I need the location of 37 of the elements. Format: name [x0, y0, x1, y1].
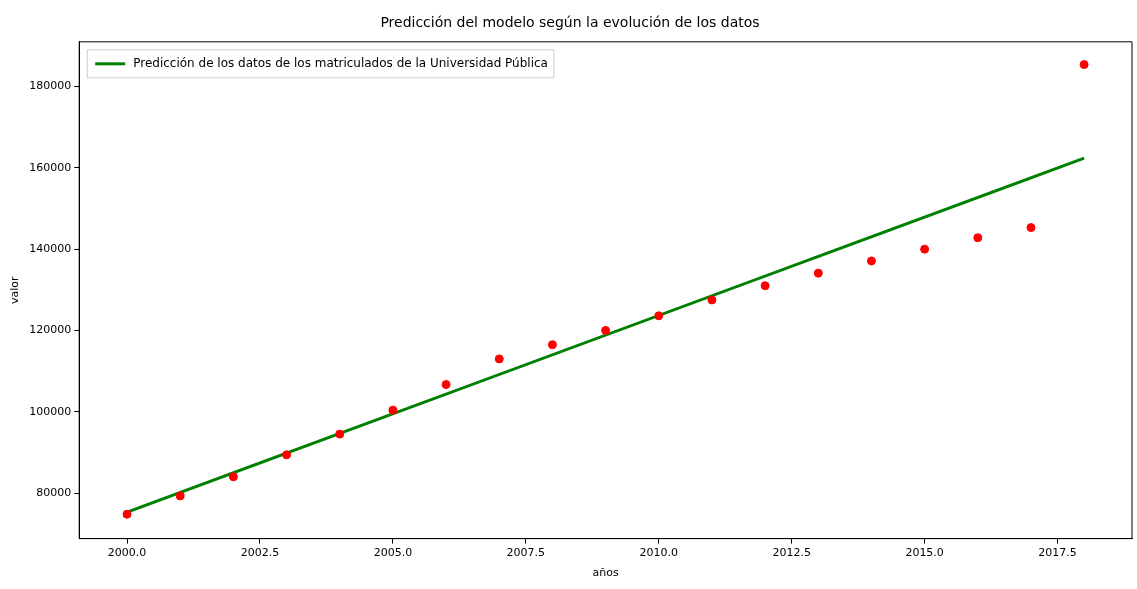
x-tick-label: 2012.5	[772, 546, 811, 560]
y-tick-label: 120000	[29, 323, 72, 337]
point	[760, 281, 770, 291]
point	[441, 380, 451, 390]
legend-label: Predicción de los datos de los matriculados de la Universidad Pública	[133, 55, 548, 70]
point	[866, 256, 876, 266]
x-tick-label: 2000.0	[107, 546, 147, 560]
x-tick-label: 2005.0	[373, 546, 413, 560]
point	[920, 244, 930, 254]
point	[654, 311, 664, 321]
point	[813, 268, 823, 278]
x-axis-title: años	[592, 566, 619, 580]
point	[707, 295, 717, 305]
chart-title: Predicción del modelo según la evolución de los datos	[380, 14, 760, 31]
point	[335, 429, 345, 439]
y-tick-label: 100000	[29, 404, 72, 418]
point	[388, 405, 398, 415]
point	[175, 491, 185, 501]
x-tick-label: 2002.5	[240, 546, 280, 560]
point	[973, 233, 983, 243]
x-tick-label: 2017.5	[1038, 546, 1077, 560]
y-tick-label: 180000	[29, 79, 72, 93]
y-tick-label: 160000	[29, 160, 72, 174]
point	[494, 354, 504, 364]
x-tick-label: 2010.0	[639, 546, 679, 560]
y-tick-label: 80000	[36, 485, 72, 499]
point	[601, 325, 611, 335]
point	[228, 472, 238, 482]
point	[1079, 60, 1089, 70]
y-axis-title: valor	[8, 275, 22, 304]
point	[122, 509, 132, 519]
point	[547, 340, 557, 350]
x-tick-label: 2015.0	[905, 546, 944, 560]
point	[282, 450, 292, 460]
y-tick-label: 140000	[29, 242, 72, 255]
x-tick-label: 2007.5	[506, 546, 546, 560]
point	[1026, 223, 1036, 233]
